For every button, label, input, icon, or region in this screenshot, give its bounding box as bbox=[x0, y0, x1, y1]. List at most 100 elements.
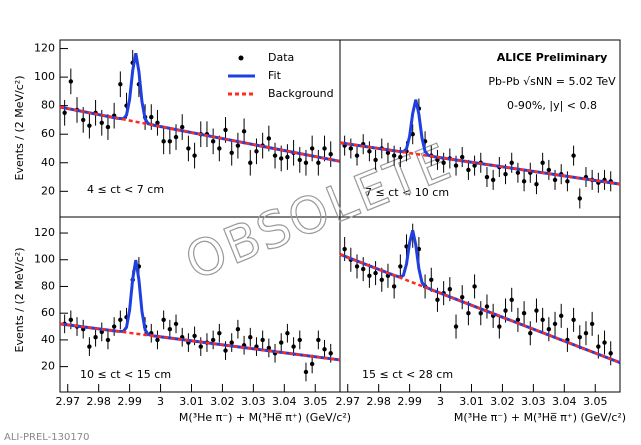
data-point bbox=[68, 317, 74, 323]
data-point bbox=[210, 337, 216, 343]
y-tick-label: 60 bbox=[41, 127, 55, 140]
data-point bbox=[161, 139, 166, 144]
data-point bbox=[546, 327, 552, 332]
data-point bbox=[540, 160, 545, 165]
fit-line bbox=[59, 53, 341, 163]
data-point bbox=[391, 153, 397, 158]
data-point bbox=[608, 351, 613, 356]
data-point bbox=[99, 120, 104, 125]
data-point bbox=[385, 150, 391, 155]
data-point bbox=[528, 331, 533, 336]
data-point bbox=[398, 154, 403, 160]
data-point bbox=[223, 348, 228, 353]
x-tick-label: 3.03 bbox=[241, 395, 266, 408]
y-axis-label: Events / (2 MeV/c²) bbox=[13, 248, 26, 353]
data-point bbox=[478, 310, 483, 316]
data-point bbox=[515, 317, 521, 323]
data-point bbox=[484, 174, 490, 180]
data-point bbox=[266, 136, 272, 141]
data-point bbox=[391, 284, 397, 289]
data-point bbox=[81, 117, 86, 123]
data-point bbox=[515, 170, 521, 175]
y-tick-label: 40 bbox=[41, 333, 55, 346]
x-tick-label: 2.99 bbox=[117, 395, 142, 408]
data-point bbox=[105, 124, 111, 130]
data-point bbox=[62, 110, 67, 115]
legend-label: Data bbox=[268, 51, 294, 64]
data-point bbox=[577, 335, 582, 340]
data-point bbox=[565, 179, 570, 184]
data-point bbox=[303, 369, 309, 375]
data-point bbox=[229, 150, 234, 155]
x-axis-label: M(³He π⁻) + M(³He̅ π⁺) (GeV/c²) bbox=[179, 411, 351, 424]
data-point bbox=[398, 264, 403, 269]
data-point bbox=[118, 317, 123, 323]
x-tick-label: 3.05 bbox=[583, 395, 608, 408]
x-tick-label: 3 bbox=[157, 395, 164, 408]
data-point bbox=[571, 153, 576, 158]
data-point bbox=[367, 273, 372, 278]
data-point bbox=[322, 146, 327, 151]
x-tick-label: 2.97 bbox=[55, 395, 80, 408]
data-point bbox=[285, 331, 290, 336]
data-point bbox=[241, 129, 247, 134]
panel-label: 4 ≤ ct < 7 cm bbox=[87, 183, 164, 196]
data-point bbox=[577, 196, 582, 201]
y-tick-label: 100 bbox=[34, 253, 55, 266]
data-point bbox=[279, 156, 284, 161]
data-point bbox=[571, 317, 576, 323]
x-tick-label: 2.99 bbox=[397, 395, 422, 408]
data-point bbox=[291, 344, 296, 349]
panel-label: 15 ≤ ct < 28 cm bbox=[362, 368, 453, 381]
data-point bbox=[453, 163, 459, 168]
data-point bbox=[328, 351, 333, 356]
x-tick-label: 3.02 bbox=[490, 395, 515, 408]
data-point bbox=[534, 308, 539, 313]
data-point bbox=[466, 310, 471, 316]
data-point bbox=[429, 277, 434, 282]
y-tick-label: 80 bbox=[41, 279, 55, 292]
y-tick-label: 100 bbox=[34, 70, 55, 83]
data-point bbox=[316, 160, 321, 165]
data-point bbox=[217, 146, 222, 151]
data-point bbox=[466, 167, 471, 173]
data-point bbox=[509, 297, 514, 303]
data-point bbox=[309, 146, 315, 151]
data-point bbox=[328, 151, 333, 157]
data-point bbox=[497, 324, 502, 329]
data-point bbox=[361, 266, 366, 272]
data-point bbox=[173, 321, 179, 327]
data-point bbox=[521, 179, 527, 184]
data-point bbox=[235, 327, 241, 332]
data-point bbox=[602, 340, 607, 345]
x-tick-label: 3.01 bbox=[459, 395, 484, 408]
data-point bbox=[167, 327, 173, 332]
data-point bbox=[297, 157, 302, 163]
data-point bbox=[373, 157, 378, 163]
x-tick-label: 2.98 bbox=[366, 395, 391, 408]
data-point bbox=[285, 154, 290, 160]
data-point bbox=[316, 337, 321, 343]
y-tick-label: 40 bbox=[41, 156, 55, 169]
data-point bbox=[503, 171, 508, 177]
data-point bbox=[503, 308, 508, 313]
data-point bbox=[552, 321, 558, 327]
data-point bbox=[118, 82, 123, 87]
data-point bbox=[342, 246, 347, 252]
data-point bbox=[180, 124, 185, 130]
data-point bbox=[589, 321, 595, 327]
data-point bbox=[248, 335, 253, 340]
background-line bbox=[339, 141, 621, 186]
data-point bbox=[149, 114, 154, 120]
data-point bbox=[111, 324, 117, 329]
data-point bbox=[260, 337, 265, 343]
data-point bbox=[161, 317, 166, 323]
y-tick-label: 20 bbox=[41, 360, 55, 373]
data-point bbox=[309, 361, 315, 367]
data-point bbox=[509, 160, 514, 165]
background-line bbox=[339, 253, 621, 364]
data-point bbox=[472, 163, 477, 168]
data-point bbox=[229, 340, 234, 345]
data-point bbox=[435, 297, 440, 303]
